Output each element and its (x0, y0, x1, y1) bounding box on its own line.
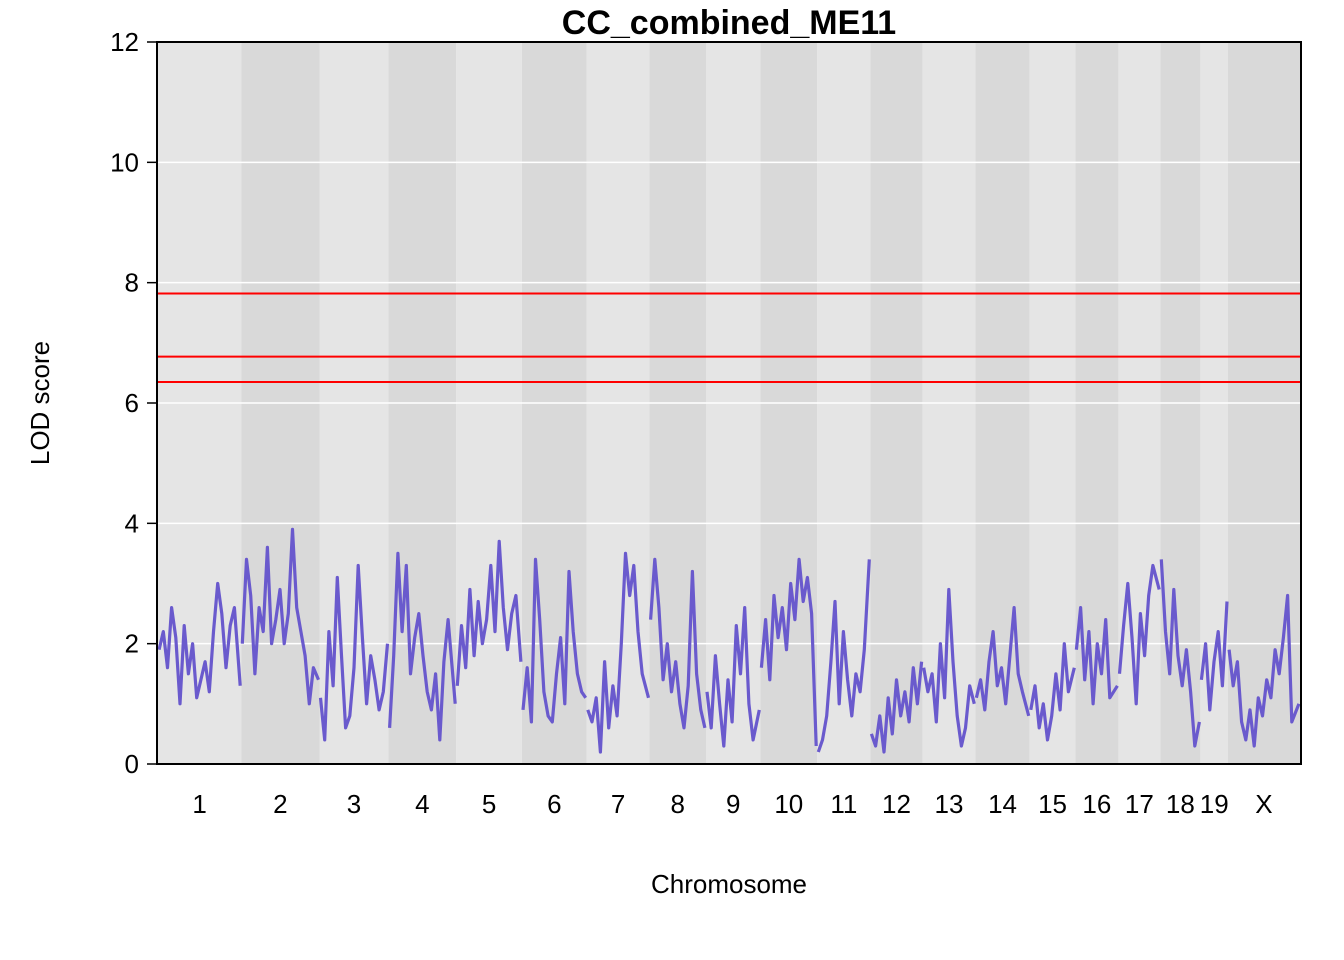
lod-curve-chr-3 (318, 563, 390, 742)
lod-curve-chr-15 (1029, 642, 1076, 742)
lod-curve-chr-2 (240, 527, 320, 706)
x-tick-label-14: 14 (988, 789, 1017, 819)
y-tick-label-12: 12 (110, 27, 139, 57)
lod-curve-chr-5 (455, 539, 523, 686)
x-tick-label-2: 2 (273, 789, 287, 819)
chart-title: CC_combined_ME11 (562, 4, 896, 42)
lod-curve-chr-16 (1074, 605, 1119, 706)
x-tick-label-13: 13 (935, 789, 964, 819)
x-tick-label-1: 1 (192, 789, 206, 819)
x-tick-label-15: 15 (1038, 789, 1067, 819)
x-axis-chromosome-labels: 1 2 3 4 5 6 7 8 9 10 11 12 13 14 15 16 17 18 19 X (192, 789, 1272, 819)
lod-curve-chr-13 (922, 587, 976, 748)
y-axis-title: LOD score (25, 341, 55, 465)
x-tick-label-X: X (1255, 789, 1272, 819)
x-tick-label-5: 5 (482, 789, 496, 819)
lod-curve-chr-12 (869, 661, 924, 754)
x-tick-label-18: 18 (1166, 789, 1195, 819)
x-tick-label-16: 16 (1082, 789, 1111, 819)
y-tick-label-2: 2 (125, 629, 139, 659)
x-tick-label-12: 12 (882, 789, 911, 819)
lod-curves (157, 527, 1301, 754)
lod-curve-chr-9 (705, 605, 761, 748)
lod-curve-chr-7 (586, 551, 651, 754)
lod-curve-chr-18 (1159, 559, 1201, 748)
y-tick-label-8: 8 (125, 268, 139, 298)
x-tick-label-3: 3 (347, 789, 361, 819)
x-tick-label-8: 8 (671, 789, 685, 819)
y-axis: 0 2 4 6 8 10 12 (110, 27, 157, 779)
x-tick-label-10: 10 (774, 789, 803, 819)
x-tick-label-19: 19 (1200, 789, 1229, 819)
x-tick-label-7: 7 (611, 789, 625, 819)
gridlines (157, 161, 1301, 645)
x-tick-label-17: 17 (1125, 789, 1154, 819)
lod-curve-chr-6 (521, 557, 588, 724)
x-tick-label-11: 11 (830, 789, 857, 819)
y-tick-label-6: 6 (125, 388, 139, 418)
lod-curve-chr-X (1227, 593, 1301, 748)
y-tick-label-4: 4 (125, 508, 139, 538)
x-tick-label-9: 9 (726, 789, 740, 819)
lod-curve-chr-17 (1117, 563, 1161, 706)
y-tick-label-0: 0 (125, 749, 139, 779)
lod-curve-chr-19 (1199, 601, 1229, 712)
lod-curve-chr-11 (816, 559, 871, 753)
x-axis-title: Chromosome (651, 869, 807, 899)
lod-curve-chr-4 (388, 551, 457, 742)
y-tick-label-10: 10 (110, 147, 139, 177)
lod-curve-chr-8 (649, 557, 707, 730)
threshold-lines (157, 292, 1301, 383)
lod-curve-chr-1 (157, 581, 242, 706)
x-tick-label-6: 6 (547, 789, 561, 819)
x-tick-label-4: 4 (415, 789, 429, 819)
lod-curve-chr-14 (974, 605, 1031, 717)
lod-curve-chr-10 (759, 557, 818, 747)
